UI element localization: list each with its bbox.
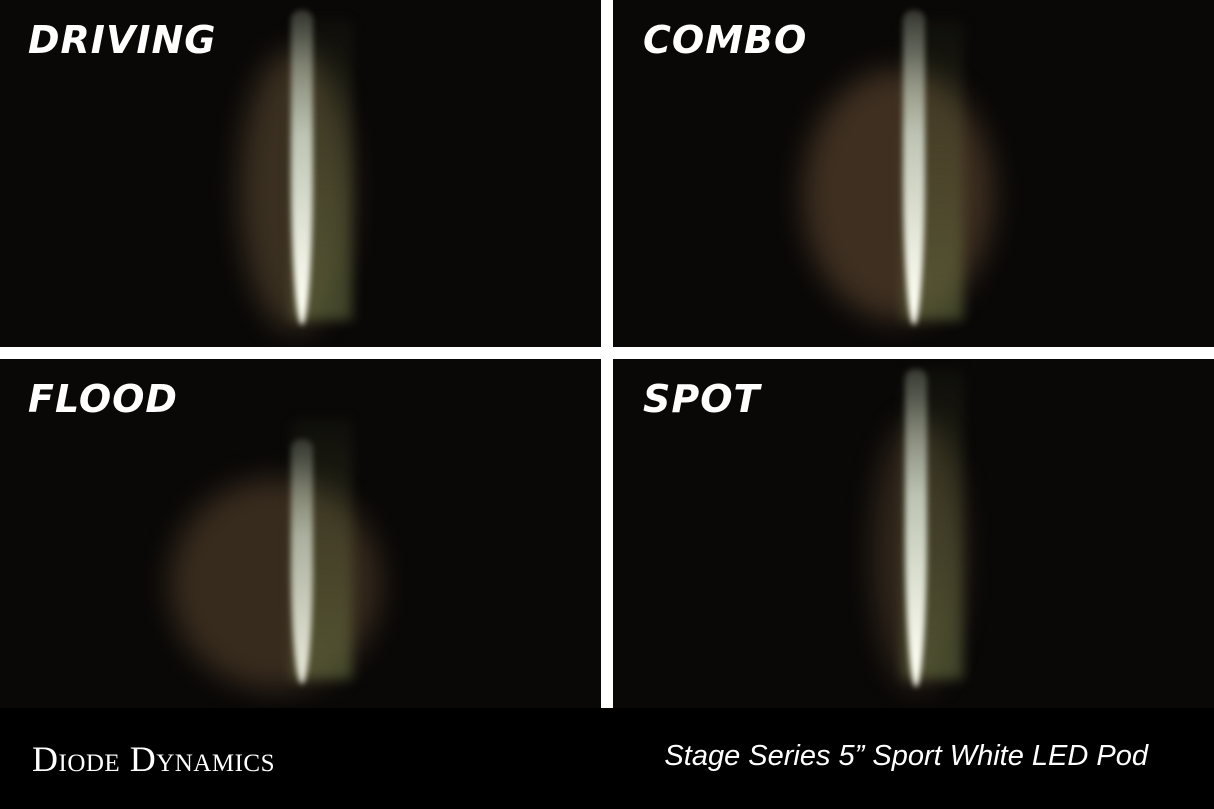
brand-logo: Diode Dynamics [32,739,275,779]
light-beam [903,10,925,325]
spot-beam-photo: SPOT [613,359,1214,708]
flood-beam-photo: FLOOD [0,359,601,708]
beam-label: SPOT [643,377,761,421]
driving-beam-photo: DRIVING [0,0,601,347]
light-beam [291,10,313,325]
footer-bar: Diode Dynamics Stage Series 5” Sport Whi… [0,708,1214,809]
combo-beam-photo: COMBO [613,0,1214,347]
beam-label: FLOOD [28,377,178,421]
light-beam [905,369,927,687]
lit-foliage [803,70,993,320]
product-name: Stage Series 5” Sport White LED Pod [664,740,1148,772]
light-beam [291,439,313,684]
beam-label: DRIVING [28,18,217,62]
beam-label: COMBO [643,18,808,62]
